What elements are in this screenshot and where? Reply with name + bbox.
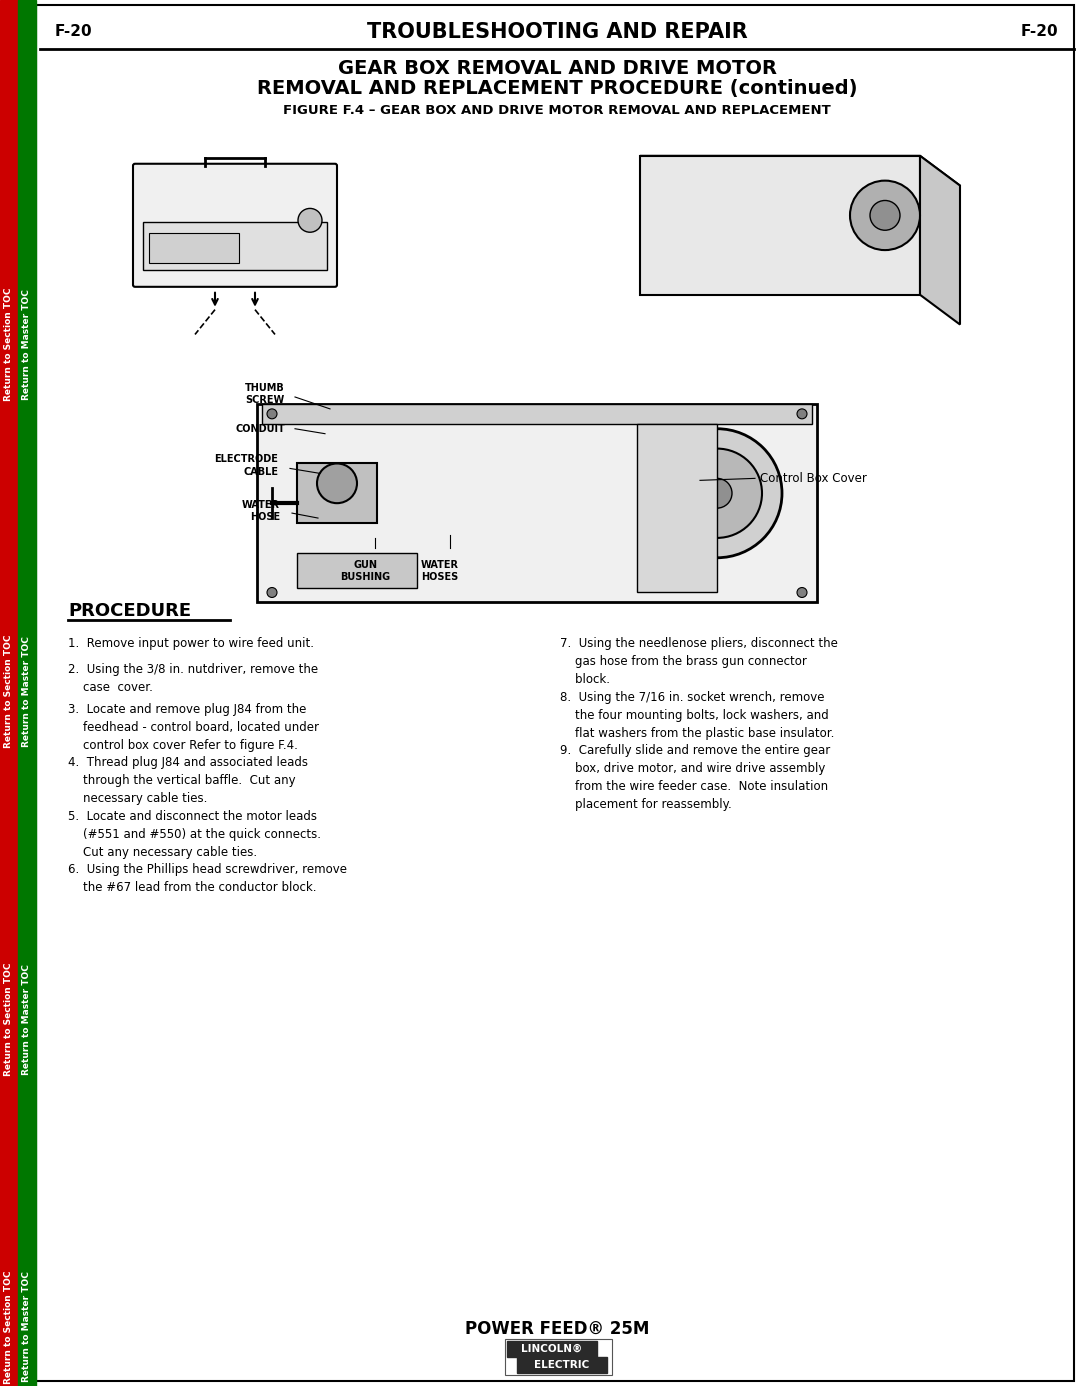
Text: 9.  Carefully slide and remove the entire gear
    box, drive motor, and wire dr: 9. Carefully slide and remove the entire… bbox=[561, 745, 831, 812]
Text: Return to Section TOC: Return to Section TOC bbox=[4, 636, 14, 749]
Text: 6.  Using the Phillips head screwdriver, remove
    the #67 lead from the conduc: 6. Using the Phillips head screwdriver, … bbox=[68, 863, 347, 894]
FancyBboxPatch shape bbox=[133, 163, 337, 286]
Text: Return to Master TOC: Return to Master TOC bbox=[23, 964, 31, 1074]
Circle shape bbox=[267, 409, 276, 419]
Text: GEAR BOX REMOVAL AND DRIVE MOTOR: GEAR BOX REMOVAL AND DRIVE MOTOR bbox=[337, 59, 777, 78]
Circle shape bbox=[652, 429, 782, 557]
Text: 2.  Using the 3/8 in. nutdriver, remove the
    case  cover.: 2. Using the 3/8 in. nutdriver, remove t… bbox=[68, 664, 319, 694]
Text: LINCOLN®: LINCOLN® bbox=[522, 1344, 582, 1354]
Bar bbox=[0, 0, 18, 1386]
Bar bbox=[297, 553, 417, 588]
Text: WATER
HOSE: WATER HOSE bbox=[242, 500, 280, 522]
Circle shape bbox=[850, 180, 920, 250]
Bar bbox=[257, 404, 816, 602]
Text: POWER FEED® 25M: POWER FEED® 25M bbox=[464, 1320, 649, 1338]
Bar bbox=[637, 423, 717, 592]
Circle shape bbox=[870, 201, 900, 231]
Text: Control Box Cover: Control Box Cover bbox=[760, 472, 867, 485]
Circle shape bbox=[672, 448, 762, 538]
Text: Return to Section TOC: Return to Section TOC bbox=[4, 288, 14, 401]
Bar bbox=[262, 404, 812, 423]
Text: WATER
HOSES: WATER HOSES bbox=[421, 560, 459, 583]
Bar bbox=[149, 233, 239, 263]
Text: ELECTRODE
CABLE: ELECTRODE CABLE bbox=[214, 454, 278, 476]
Text: CONDUIT: CONDUIT bbox=[235, 423, 285, 433]
Text: ELECTRIC: ELECTRIC bbox=[535, 1359, 590, 1369]
Text: FIGURE F.4 – GEAR BOX AND DRIVE MOTOR REMOVAL AND REPLACEMENT: FIGURE F.4 – GEAR BOX AND DRIVE MOTOR RE… bbox=[283, 103, 831, 117]
Circle shape bbox=[267, 588, 276, 598]
Text: TROUBLESHOOTING AND REPAIR: TROUBLESHOOTING AND REPAIR bbox=[366, 22, 747, 42]
Polygon shape bbox=[640, 156, 960, 186]
FancyBboxPatch shape bbox=[517, 1356, 607, 1373]
Text: REMOVAL AND REPLACEMENT PROCEDURE (continued): REMOVAL AND REPLACEMENT PROCEDURE (conti… bbox=[257, 78, 858, 98]
Bar bbox=[18, 0, 36, 1386]
Text: Return to Section TOC: Return to Section TOC bbox=[4, 1270, 14, 1383]
Text: F-20: F-20 bbox=[55, 24, 93, 39]
Text: Return to Master TOC: Return to Master TOC bbox=[23, 289, 31, 400]
Text: Return to Master TOC: Return to Master TOC bbox=[23, 1271, 31, 1383]
Circle shape bbox=[797, 409, 807, 419]
Text: Return to Master TOC: Return to Master TOC bbox=[23, 636, 31, 747]
Text: 5.  Locate and disconnect the motor leads
    (#551 and #550) at the quick conne: 5. Locate and disconnect the motor leads… bbox=[68, 810, 321, 859]
FancyBboxPatch shape bbox=[507, 1341, 597, 1356]
Text: THUMB
SCREW: THUMB SCREW bbox=[245, 383, 285, 405]
Text: 4.  Thread plug J84 and associated leads
    through the vertical baffle.  Cut a: 4. Thread plug J84 and associated leads … bbox=[68, 756, 308, 805]
Text: 1.  Remove input power to wire feed unit.: 1. Remove input power to wire feed unit. bbox=[68, 637, 314, 650]
Bar bbox=[505, 1338, 612, 1375]
Polygon shape bbox=[920, 156, 960, 324]
Bar bbox=[297, 464, 377, 522]
Text: F-20: F-20 bbox=[1021, 24, 1058, 39]
Bar bbox=[143, 222, 327, 270]
Circle shape bbox=[702, 478, 732, 509]
Text: PROCEDURE: PROCEDURE bbox=[68, 602, 191, 620]
Polygon shape bbox=[640, 156, 920, 295]
Circle shape bbox=[318, 464, 357, 503]
Text: Return to Section TOC: Return to Section TOC bbox=[4, 963, 14, 1076]
Text: GUN
BUSHING: GUN BUSHING bbox=[340, 560, 390, 583]
Text: 7.  Using the needlenose pliers, disconnect the
    gas hose from the brass gun : 7. Using the needlenose pliers, disconne… bbox=[561, 637, 838, 686]
Text: 8.  Using the 7/16 in. socket wrench, remove
    the four mounting bolts, lock w: 8. Using the 7/16 in. socket wrench, rem… bbox=[561, 690, 835, 740]
Circle shape bbox=[298, 208, 322, 232]
Circle shape bbox=[797, 588, 807, 598]
Text: 3.  Locate and remove plug J84 from the
    feedhead - control board, located un: 3. Locate and remove plug J84 from the f… bbox=[68, 703, 319, 752]
